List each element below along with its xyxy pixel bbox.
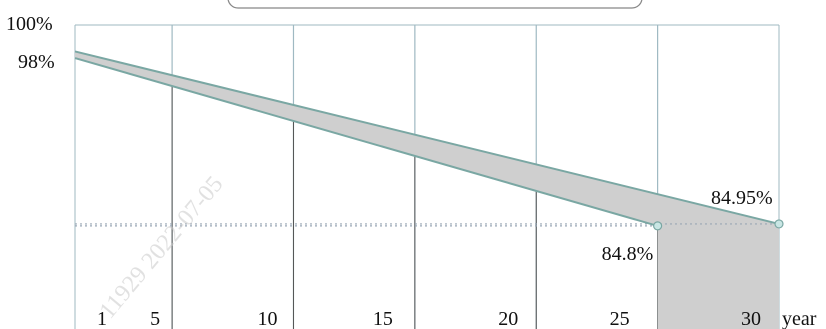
x-tick-labels: 1 5 10 15 20 25 30 [97, 308, 761, 329]
x-tick-15: 15 [373, 308, 393, 329]
x-tick-1: 1 [97, 308, 107, 329]
x-tick-25: 25 [610, 308, 630, 329]
x-tick-20: 20 [498, 308, 518, 329]
annotation-84-95: 84.95% [711, 187, 773, 209]
x-tick-5: 5 [150, 308, 160, 329]
marks: 84.95% 84.8% [74, 50, 784, 265]
point-lower-end [653, 221, 663, 231]
degradation-band [75, 51, 779, 329]
x-tick-10: 10 [257, 308, 277, 329]
annotation-84-8: 84.8% [602, 243, 654, 265]
y-label-100: 100% [6, 13, 53, 35]
series-line-upper [74, 50, 780, 225]
y-label-98: 98% [18, 51, 55, 73]
point-upper-end [774, 219, 784, 229]
legend-box [227, 0, 643, 9]
x-tick-30: 30 [741, 308, 761, 329]
plot-area [75, 51, 779, 329]
series-line-lower [74, 57, 658, 227]
watermark: 11929 2022-07-05 [95, 171, 229, 323]
x-axis-unit: year [782, 308, 817, 329]
